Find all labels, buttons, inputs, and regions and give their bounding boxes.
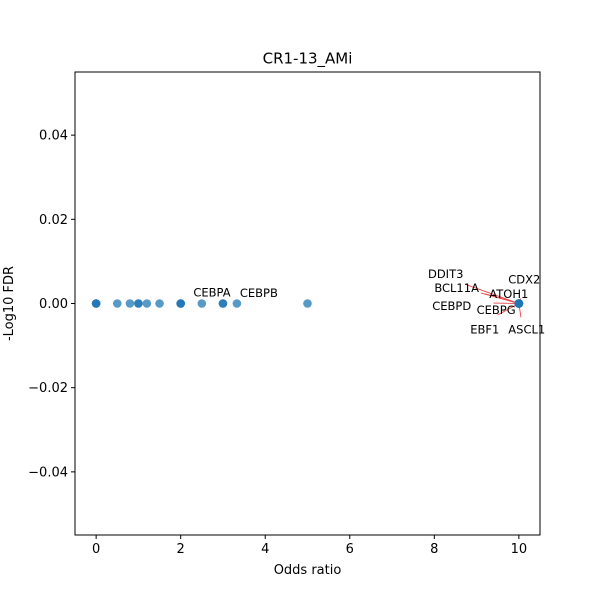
data-point bbox=[155, 299, 164, 308]
annotation-label: EBF1 bbox=[470, 322, 499, 336]
annotation-labels: CEBPA CEBPB DDIT3 CDX2 BCL11A ATOH1 CEBPD CEBPG… bbox=[193, 267, 545, 337]
y-tick-label: 0.04 bbox=[39, 129, 68, 144]
x-tick-label: 10 bbox=[511, 542, 528, 557]
data-point bbox=[232, 299, 242, 308]
annotation-label: CDX2 bbox=[508, 273, 540, 287]
data-point bbox=[134, 299, 143, 308]
axes: 0 2 4 6 8 10 −0.04 −0.02 0.00 0.02 0.04 bbox=[28, 71, 541, 557]
y-tick-label: 0.02 bbox=[39, 213, 68, 228]
data-point bbox=[303, 299, 312, 308]
annotation-label: CEBPB bbox=[240, 286, 278, 300]
x-tick-label: 8 bbox=[430, 542, 438, 557]
annotation-label: CEBPA bbox=[193, 285, 230, 299]
y-tick-label: 0.00 bbox=[39, 297, 68, 312]
annotation-leader-line bbox=[465, 284, 520, 304]
x-axis-label: Odds ratio bbox=[274, 563, 342, 578]
annotation-label: BCL11A bbox=[434, 281, 479, 295]
data-point bbox=[197, 299, 207, 308]
x-tick-label: 0 bbox=[92, 542, 100, 557]
data-point bbox=[142, 299, 152, 308]
annotation-label: CEBPG bbox=[477, 303, 516, 317]
y-tick-label: −0.02 bbox=[28, 381, 68, 396]
x-tick-label: 4 bbox=[261, 542, 269, 557]
data-points bbox=[91, 299, 524, 308]
annotation-leaders bbox=[465, 284, 522, 318]
data-point bbox=[91, 299, 101, 308]
x-tick-label: 2 bbox=[177, 542, 185, 557]
y-axis-label: -Log10 FDR bbox=[2, 266, 17, 341]
annotation-label: DDIT3 bbox=[428, 267, 463, 281]
data-point bbox=[218, 299, 228, 308]
x-tick-label: 6 bbox=[346, 542, 354, 557]
chart-title: CR1-13_AMi bbox=[263, 50, 353, 69]
data-point bbox=[112, 299, 122, 308]
annotation-label: ATOH1 bbox=[489, 287, 528, 301]
annotation-label: CEBPD bbox=[432, 299, 471, 313]
data-point bbox=[176, 299, 185, 308]
annotation-leader-line bbox=[484, 293, 519, 304]
y-tick-label: −0.04 bbox=[28, 465, 68, 480]
data-point bbox=[125, 299, 135, 308]
annotation-label: ASCL1 bbox=[508, 322, 545, 336]
data-point bbox=[514, 299, 524, 308]
